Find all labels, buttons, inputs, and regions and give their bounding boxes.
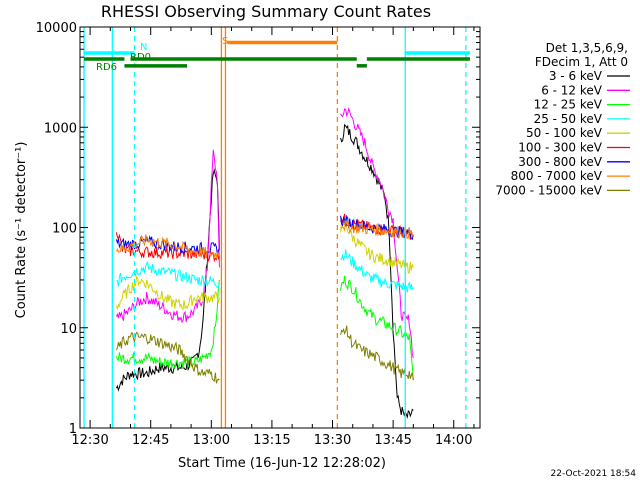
series-0-segment-0: [115, 168, 220, 392]
legend-label: 3 - 6 keV: [549, 69, 603, 83]
x-tick-label: 12:30: [71, 433, 108, 448]
legend-label: 12 - 25 keV: [534, 98, 603, 112]
legend-header-1: Det 1,3,5,6,9,: [546, 41, 628, 55]
series-8-segment-0: [115, 331, 220, 384]
x-tick-label: 13:00: [193, 433, 230, 448]
flag-label-rd0: RD0: [130, 52, 151, 63]
series-2-segment-0: [115, 279, 220, 369]
series-7-segment-0: [115, 234, 220, 259]
timestamp: 22-Oct-2021 18:54: [551, 469, 637, 479]
series-3-segment-0: [116, 261, 220, 288]
legend-label: 7000 - 15000 keV: [495, 183, 602, 197]
flag-label-s: S: [222, 36, 228, 47]
x-tick-label: 13:45: [374, 433, 411, 448]
series-2-segment-1: [340, 275, 414, 381]
y-tick-label: 100: [52, 222, 77, 237]
x-tick-label: 13:30: [314, 433, 351, 448]
series-layer: [115, 106, 414, 420]
y-tick-label: 1: [69, 422, 77, 437]
flag-label-rd6: RD6: [96, 62, 117, 73]
legend: Det 1,3,5,6,9, FDecim 1, Att 0 3 - 6 keV…: [495, 41, 630, 197]
series-8-segment-1: [340, 325, 414, 381]
series-3-segment-1: [340, 249, 414, 293]
x-axis-label: Start Time (16-Jun-12 12:28:02): [178, 456, 386, 471]
series-4-segment-1: [340, 219, 414, 274]
series-6-segment-1: [340, 214, 414, 241]
y-axis-label: Count Rate (s⁻¹ detector⁻¹): [14, 142, 29, 319]
series-7-segment-1: [340, 220, 414, 239]
x-tick-label: 13:15: [253, 433, 290, 448]
legend-label: 25 - 50 keV: [534, 112, 603, 126]
legend-label: 800 - 7000 keV: [511, 169, 603, 183]
series-4-segment-0: [115, 275, 220, 311]
legend-label: 100 - 300 keV: [518, 141, 602, 155]
legend-label: 6 - 12 keV: [541, 83, 603, 97]
legend-header-2: FDecim 1, Att 0: [535, 55, 628, 69]
y-tick-label: 10: [60, 322, 77, 337]
chart-title: RHESSI Observing Summary Count Rates: [101, 2, 431, 21]
series-1-segment-1: [340, 106, 414, 359]
series-1-segment-0: [115, 149, 220, 324]
legend-label: 300 - 800 keV: [518, 155, 602, 169]
y-tick-label: 1000: [44, 121, 77, 136]
legend-label: 50 - 100 keV: [526, 126, 603, 140]
x-tick-label: 14:00: [435, 433, 472, 448]
series-0-segment-1: [340, 123, 414, 420]
y-tick-label: 10000: [36, 21, 77, 36]
axes-layer: 12:30 12:45 13:00 13:15 13:30 13:45 14:00 1 10 10…: [36, 21, 481, 448]
x-tick-label: 12:45: [132, 433, 169, 448]
flag-label-n: N: [140, 42, 147, 53]
